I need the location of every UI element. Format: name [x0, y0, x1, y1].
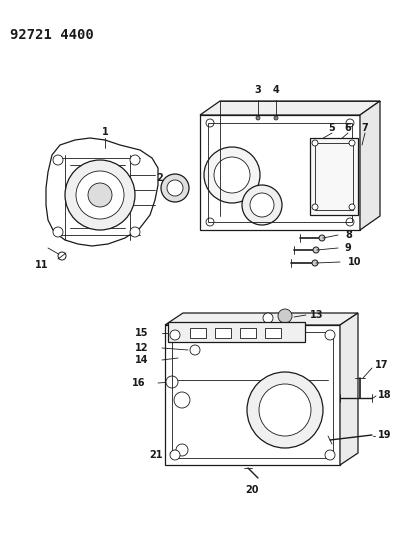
Text: 92721 4400: 92721 4400 [10, 28, 93, 42]
Text: 4: 4 [272, 85, 279, 95]
Circle shape [311, 140, 317, 146]
Circle shape [312, 247, 318, 253]
Bar [190, 328, 205, 338]
Text: 21: 21 [149, 450, 162, 460]
Circle shape [311, 204, 317, 210]
Circle shape [130, 227, 140, 237]
Polygon shape [200, 101, 379, 115]
Circle shape [345, 119, 353, 127]
Circle shape [130, 155, 140, 165]
Text: 15: 15 [134, 328, 148, 338]
Polygon shape [359, 101, 379, 230]
Bar [168, 322, 304, 342]
Circle shape [176, 444, 188, 456]
Text: 10: 10 [347, 257, 360, 267]
Bar [215, 328, 231, 338]
Circle shape [348, 204, 354, 210]
Circle shape [249, 193, 273, 217]
Bar [264, 328, 280, 338]
Bar [164, 325, 339, 465]
Circle shape [273, 116, 277, 120]
Circle shape [166, 376, 178, 388]
Text: 7: 7 [361, 123, 367, 133]
Text: 12: 12 [134, 343, 148, 353]
Text: 13: 13 [309, 310, 323, 320]
Polygon shape [164, 313, 357, 325]
Circle shape [174, 392, 190, 408]
Circle shape [76, 171, 124, 219]
Text: 11: 11 [35, 260, 49, 270]
Text: 1: 1 [101, 127, 108, 137]
Bar [309, 138, 357, 215]
Circle shape [277, 309, 291, 323]
Circle shape [65, 160, 135, 230]
Text: 19: 19 [377, 430, 391, 440]
Circle shape [241, 185, 281, 225]
Circle shape [324, 330, 334, 340]
Circle shape [324, 450, 334, 460]
Text: 5: 5 [328, 123, 334, 133]
Bar [207, 123, 351, 222]
Circle shape [203, 147, 259, 203]
Circle shape [58, 252, 66, 260]
Text: 3: 3 [254, 85, 261, 95]
Polygon shape [339, 313, 357, 465]
Bar [172, 332, 332, 458]
Circle shape [170, 330, 180, 340]
Text: 2: 2 [156, 173, 163, 183]
Bar [239, 328, 255, 338]
Circle shape [246, 372, 322, 448]
Circle shape [318, 235, 324, 241]
Circle shape [190, 345, 200, 355]
Circle shape [345, 218, 353, 226]
Text: 17: 17 [374, 360, 387, 370]
Text: 14: 14 [134, 355, 148, 365]
Polygon shape [46, 138, 158, 246]
Circle shape [255, 116, 259, 120]
Circle shape [348, 140, 354, 146]
Circle shape [213, 157, 249, 193]
Bar [200, 115, 359, 230]
Circle shape [262, 313, 272, 323]
Circle shape [311, 260, 317, 266]
Circle shape [170, 450, 180, 460]
Circle shape [53, 155, 63, 165]
Text: 9: 9 [344, 243, 351, 253]
Text: 6: 6 [344, 123, 350, 133]
Circle shape [258, 384, 310, 436]
Text: 18: 18 [377, 390, 391, 400]
Circle shape [166, 180, 182, 196]
Circle shape [205, 119, 213, 127]
Circle shape [88, 183, 112, 207]
Text: 20: 20 [245, 485, 258, 495]
Circle shape [205, 218, 213, 226]
Bar [314, 143, 352, 210]
Text: 16: 16 [131, 378, 145, 388]
Circle shape [53, 227, 63, 237]
Circle shape [160, 174, 188, 202]
Text: 8: 8 [344, 230, 351, 240]
